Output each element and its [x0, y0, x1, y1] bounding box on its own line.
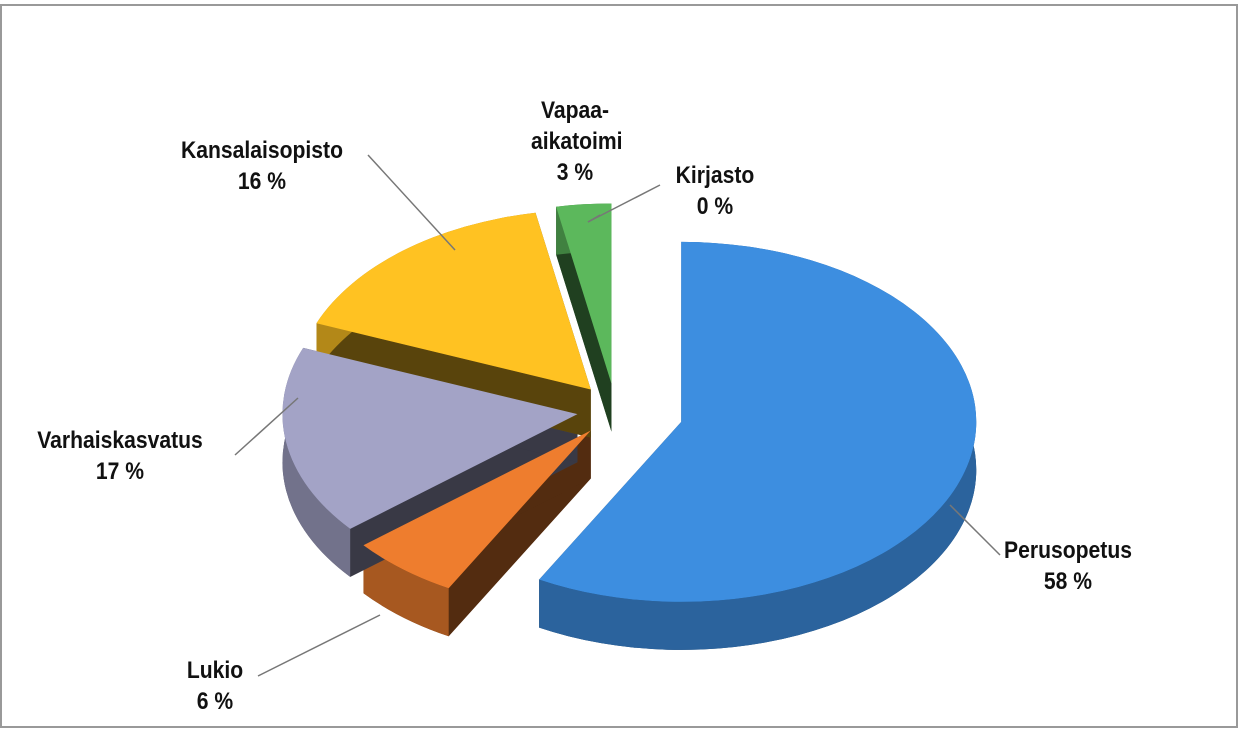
value-label: 17 % [95, 458, 145, 485]
slice-side [539, 241, 977, 650]
value-label: 0 % [696, 193, 734, 220]
slice [539, 241, 977, 602]
slice-face [556, 206, 612, 432]
frame [0, 4, 1238, 728]
value-label: 3 % [556, 159, 594, 186]
category-label: Lukio [186, 657, 244, 684]
category-label: Kansalaisopisto [181, 137, 343, 164]
slice [316, 212, 591, 390]
category-label: Kirjasto [675, 162, 755, 189]
leader-line [949, 504, 1001, 556]
data-label: Vapaa-aikatoimi 3 % [531, 95, 623, 188]
category-label: Varhaiskasvatus [37, 427, 203, 454]
leader-line [367, 154, 456, 251]
slice [282, 347, 578, 529]
value-label: 6 % [196, 688, 234, 715]
slice-side [282, 347, 351, 577]
value-label: 16 % [237, 168, 287, 195]
leader-line [234, 397, 299, 456]
slice-side [363, 545, 449, 637]
data-label: Perusopetus 58 % [1004, 535, 1132, 597]
data-label: Kansalaisopisto 16 % [181, 135, 343, 197]
slice [556, 203, 612, 384]
category-label: Perusopetus [1004, 537, 1132, 564]
category-label: Vapaa-aikatoimi [531, 97, 623, 155]
leader-line [587, 184, 661, 223]
leader-line [257, 614, 381, 677]
value-label: 58 % [1043, 568, 1093, 595]
data-label: Kirjasto 0 % [676, 160, 755, 222]
slice [363, 430, 591, 589]
data-label: Lukio 6 % [187, 655, 243, 717]
data-label: Varhaiskasvatus 17 % [37, 425, 203, 487]
